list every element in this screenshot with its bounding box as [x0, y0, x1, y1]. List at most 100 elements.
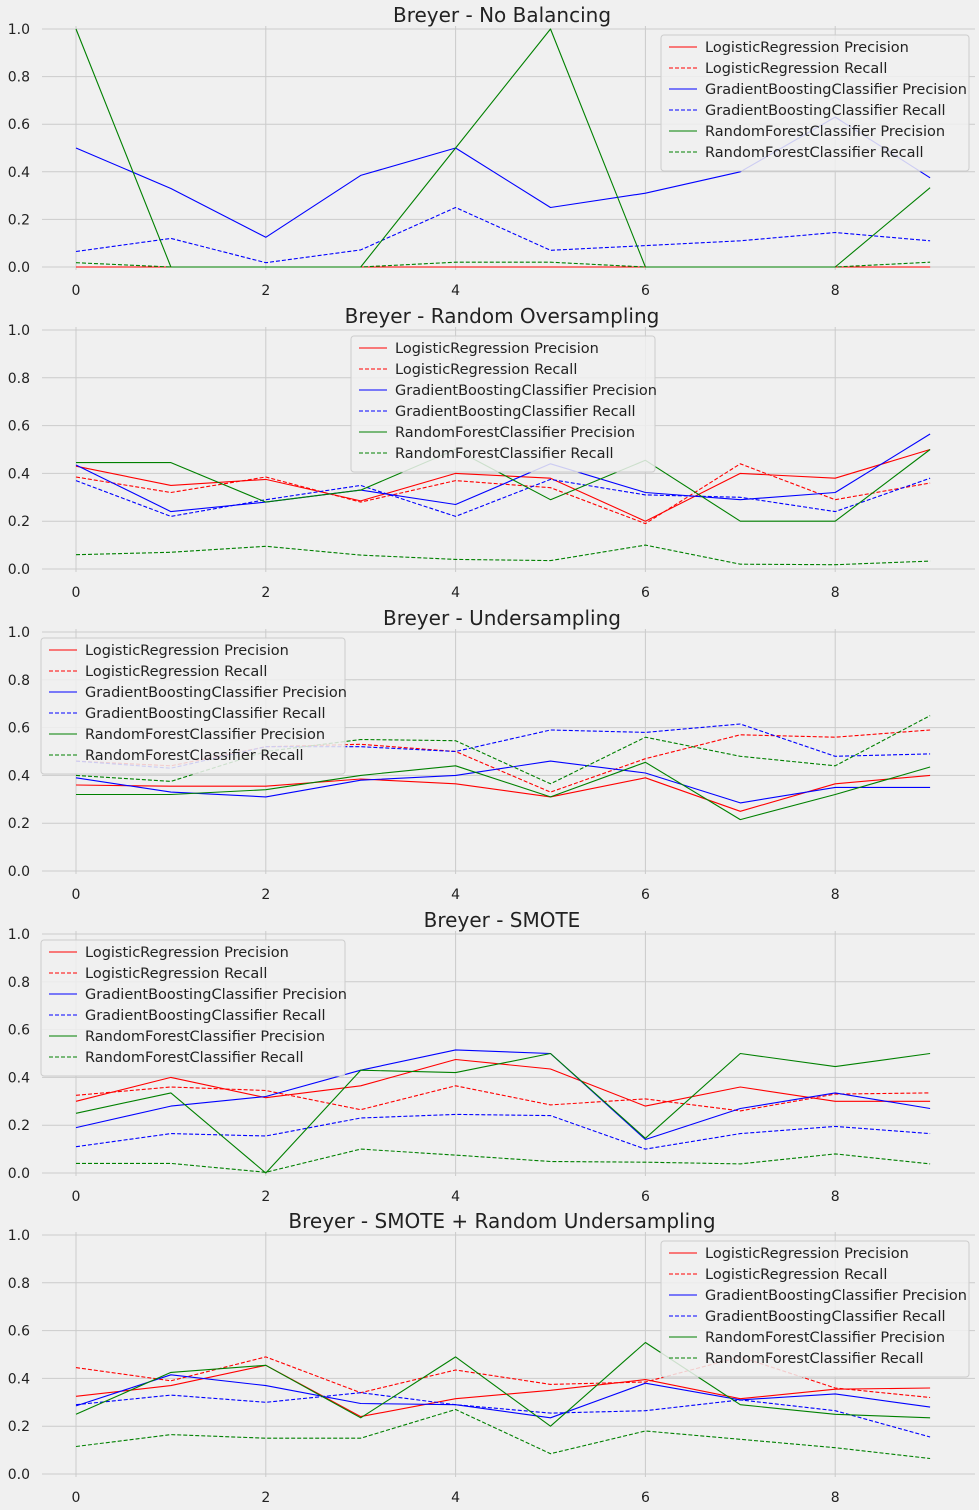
chart-title: Breyer - SMOTE [424, 908, 581, 932]
y-tick-label: 0.2 [8, 816, 30, 832]
panel-1: 0.0 0.2 0.4 0.6 0.8 1.0 0 2 4 6 8 Breyer - No Balan… [8, 3, 975, 299]
legend-label: LogisticRegression Precision [705, 1246, 909, 1262]
x-tick-label: 4 [451, 283, 460, 299]
legend: LogisticRegression Precision LogisticRegr… [660, 34, 970, 172]
x-tick-label: 2 [261, 1490, 270, 1506]
legend-label: RandomForestClassifier Recall [705, 145, 924, 161]
y-tick-label: 0.4 [8, 466, 30, 482]
y-tick-label: 0.2 [8, 212, 30, 228]
legend-label: RandomForestClassifier Precision [705, 124, 945, 140]
y-tick-label: 0.4 [8, 1070, 30, 1086]
x-tick-label: 2 [261, 1189, 270, 1205]
legend-label: LogisticRegression Recall [705, 1267, 887, 1283]
legend: LogisticRegression Precision LogisticRegr… [660, 1240, 970, 1378]
panel-2: 0.0 0.2 0.4 0.6 0.8 1.0 0 2 4 6 8 Breyer - Random O… [8, 304, 975, 601]
legend-label: RandomForestClassifier Precision [85, 727, 325, 743]
chart-title: Breyer - SMOTE + Random Undersampling [288, 1209, 715, 1233]
x-tick-label: 4 [451, 1189, 460, 1205]
series-line-randomforestclassifier-recall [76, 1148, 931, 1173]
x-tick-label: 2 [261, 585, 270, 601]
x-tick-label: 8 [831, 283, 840, 299]
x-tick-label: 2 [261, 283, 270, 299]
legend-label: GradientBoostingClassifier Recall [85, 1008, 326, 1024]
x-tick-label: 6 [641, 1490, 650, 1506]
legend: LogisticRegression Precision LogisticRegr… [40, 939, 347, 1077]
y-tick-label: 0.0 [8, 1166, 30, 1182]
y-tick-label: 0.6 [8, 419, 30, 435]
series-line-randomforestclassifier-precision [75, 28, 931, 268]
legend-label: GradientBoostingClassifier Precision [705, 82, 967, 98]
legend-label: GradientBoostingClassifier Precision [85, 987, 347, 1003]
legend-label: GradientBoostingClassifier Recall [705, 103, 946, 119]
series-line-logisticregression-precision [75, 1058, 931, 1107]
chart-title: Breyer - Random Oversampling [345, 304, 660, 328]
legend-label: GradientBoostingClassifier Recall [395, 404, 636, 420]
legend-label: GradientBoostingClassifier Recall [85, 706, 326, 722]
series-line-logisticregression-recall [75, 729, 931, 793]
legend-label: LogisticRegression Recall [395, 362, 577, 378]
series-line-gradientboostingclassifier-precision [75, 760, 931, 804]
series-line-logisticregression-precision [75, 1364, 931, 1418]
y-tick-label: 0.8 [8, 371, 30, 387]
chart-title: Breyer - No Balancing [393, 3, 611, 27]
panel-3: 0.0 0.2 0.4 0.6 0.8 1.0 0 2 4 6 8 Breyer - Undersam… [8, 606, 975, 903]
legend-label: RandomForestClassifier Precision [395, 425, 635, 441]
series-line-randomforestclassifier-recall [75, 544, 931, 566]
legend-label: GradientBoostingClassifier Precision [705, 1288, 967, 1304]
legend-box [660, 34, 970, 172]
x-tick-label: 6 [641, 283, 650, 299]
y-tick-label: 1.0 [8, 22, 30, 38]
legend-box [660, 1240, 970, 1378]
legend: LogisticRegression Precision LogisticRegr… [350, 335, 657, 473]
legend-label: LogisticRegression Precision [395, 341, 599, 357]
series-line-gradientboostingclassifier-recall [75, 477, 931, 517]
x-tick-label: 6 [641, 585, 650, 601]
y-tick-label: 0.2 [8, 1118, 30, 1134]
series-line-randomforestclassifier-precision [76, 761, 931, 821]
y-tick-label: 1.0 [8, 1228, 30, 1244]
legend-label: RandomForestClassifier Recall [85, 748, 304, 764]
legend-label: GradientBoostingClassifier Recall [705, 1309, 946, 1325]
series-line-gradientboostingclassifier-recall [75, 723, 931, 769]
legend-label: LogisticRegression Precision [85, 945, 289, 961]
y-tick-label: 0.8 [8, 1276, 30, 1292]
series-line-randomforestclassifier-recall [75, 261, 931, 268]
legend-label: RandomForestClassifier Recall [395, 446, 614, 462]
x-tick-label: 2 [261, 887, 270, 903]
y-tick-label: 0.8 [8, 975, 30, 991]
y-tick-label: 0.2 [8, 514, 30, 530]
series-line-gradientboostingclassifier-recall [75, 1113, 931, 1150]
series-line-gradientboostingclassifier-precision [75, 1374, 931, 1419]
x-tick-label: 8 [831, 585, 840, 601]
y-tick-label: 0.6 [8, 721, 30, 737]
x-tick-label: 8 [831, 1189, 840, 1205]
series-line-logisticregression-recall [75, 1085, 931, 1112]
y-tick-label: 0.4 [8, 1371, 30, 1387]
y-tick-label: 0.0 [8, 260, 30, 276]
series-line-logisticregression-recall [75, 463, 931, 525]
x-tick-label: 0 [72, 283, 81, 299]
panel-5: 0.0 0.2 0.4 0.6 0.8 1.0 0 2 4 6 8 Breyer - SMOTE + … [8, 1209, 975, 1506]
legend-label: RandomForestClassifier Precision [85, 1029, 325, 1045]
series-line-randomforestclassifier-precision [75, 1052, 931, 1174]
y-tick-label: 0.8 [8, 70, 30, 86]
series-line-gradientboostingclassifier-recall [75, 1392, 931, 1438]
series-line-gradientboostingclassifier-precision [75, 1049, 931, 1141]
legend-label: LogisticRegression Recall [85, 966, 267, 982]
legend-label: RandomForestClassifier Recall [705, 1351, 924, 1367]
chart-title: Breyer - Undersampling [383, 606, 621, 630]
series-line-randomforestclassifier-recall [75, 1408, 931, 1460]
x-tick-label: 6 [641, 887, 650, 903]
y-tick-label: 1.0 [8, 625, 30, 641]
legend-label: RandomForestClassifier Precision [705, 1330, 945, 1346]
legend-label: LogisticRegression Recall [85, 664, 267, 680]
x-tick-label: 0 [72, 887, 81, 903]
y-tick-label: 0.8 [8, 673, 30, 689]
y-tick-label: 0.6 [8, 1324, 30, 1340]
x-tick-label: 4 [451, 1490, 460, 1506]
y-tick-label: 1.0 [8, 323, 30, 339]
y-tick-label: 0.0 [8, 864, 30, 880]
y-tick-label: 0.0 [8, 562, 30, 578]
x-tick-label: 8 [831, 887, 840, 903]
